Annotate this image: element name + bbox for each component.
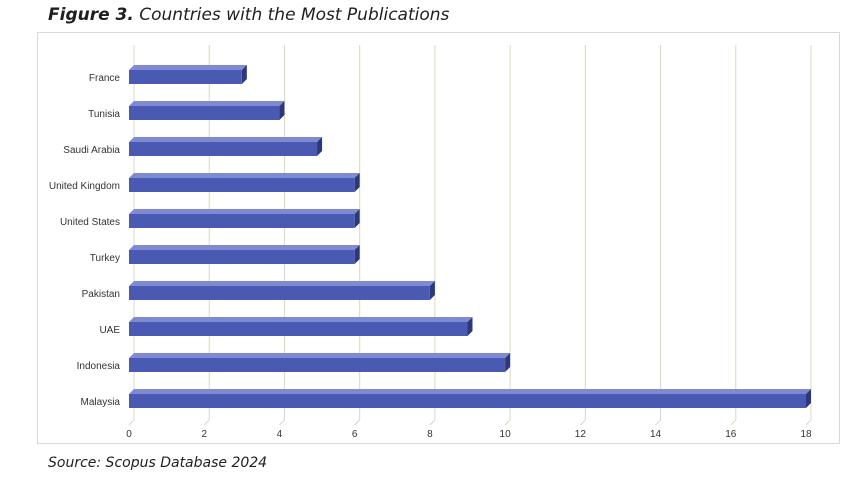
bar-top-face bbox=[129, 245, 360, 250]
bar-top-face bbox=[129, 137, 323, 142]
source-note: Source: Scopus Database 2024 bbox=[48, 455, 268, 471]
bar-saudi-arabia bbox=[129, 137, 323, 156]
bar-front-face bbox=[129, 394, 806, 408]
chart-frame: 0 2 4 6 8 10 12 14 16 18 France Tunisia Saudi Arabi… bbox=[37, 32, 840, 444]
gridline-floor bbox=[203, 419, 210, 426]
category-label-united-kingdom: United Kingdom bbox=[49, 181, 120, 192]
bar-side-face bbox=[354, 209, 360, 228]
x-axis-ticks: 0 2 4 6 8 10 12 14 16 18 bbox=[126, 429, 812, 440]
bar-side-face bbox=[354, 173, 360, 192]
bars bbox=[129, 65, 811, 408]
bar-top-face bbox=[129, 353, 511, 358]
gridline-floor bbox=[354, 419, 361, 426]
bar-top-face bbox=[129, 173, 360, 178]
bar-front-face bbox=[129, 286, 430, 300]
bar-turkey bbox=[129, 245, 360, 264]
bar-tunisia bbox=[129, 101, 285, 120]
category-label-uae: UAE bbox=[99, 325, 120, 336]
bar-top-face bbox=[129, 101, 285, 106]
category-label-malaysia: Malaysia bbox=[81, 397, 121, 408]
x-tick-label: 14 bbox=[650, 429, 662, 440]
category-label-united-states: United States bbox=[60, 217, 120, 228]
category-label-pakistan: Pakistan bbox=[82, 289, 120, 300]
bar-front-face bbox=[129, 70, 242, 84]
figure-number: Figure 3. bbox=[48, 5, 134, 25]
x-tick-label: 4 bbox=[277, 429, 283, 440]
bar-top-face bbox=[129, 65, 247, 70]
x-tick-label: 0 bbox=[126, 429, 132, 440]
figure-title-text: Countries with the Most Publications bbox=[139, 5, 450, 25]
category-label-turkey: Turkey bbox=[90, 253, 120, 264]
bar-side-face bbox=[279, 101, 285, 120]
category-label-france: France bbox=[89, 73, 121, 84]
category-labels: France Tunisia Saudi Arabia United Kingdom U… bbox=[49, 73, 121, 408]
bar-side-face bbox=[467, 317, 473, 336]
bar-side-face bbox=[429, 281, 435, 300]
category-label-indonesia: Indonesia bbox=[77, 361, 121, 372]
gridline-floor bbox=[504, 419, 511, 426]
gridline-floor bbox=[279, 419, 285, 426]
gridline-floor bbox=[730, 419, 737, 426]
x-tick-label: 12 bbox=[575, 429, 587, 440]
x-tick-label: 10 bbox=[500, 429, 512, 440]
bar-france bbox=[129, 65, 247, 84]
bar-united-states bbox=[129, 209, 360, 228]
bar-uae bbox=[129, 317, 473, 336]
bar-top-face bbox=[129, 281, 435, 286]
bar-front-face bbox=[129, 178, 355, 192]
bar-side-face bbox=[317, 137, 323, 156]
bar-chart: 0 2 4 6 8 10 12 14 16 18 France Tunisia Saudi Arabi… bbox=[49, 45, 812, 440]
figure-title: Figure 3. Countries with the Most Public… bbox=[48, 5, 449, 25]
bar-top-face bbox=[129, 317, 473, 322]
gridline-floor bbox=[128, 419, 135, 426]
gridline-floor bbox=[805, 419, 812, 426]
gridline-floor bbox=[429, 419, 436, 426]
x-tick-label: 6 bbox=[352, 429, 358, 440]
x-tick-label: 8 bbox=[427, 429, 433, 440]
bar-front-face bbox=[129, 214, 355, 228]
bar-pakistan bbox=[129, 281, 435, 300]
bar-united-kingdom bbox=[129, 173, 360, 192]
bar-front-face bbox=[129, 142, 318, 156]
bar-front-face bbox=[129, 322, 468, 336]
x-tick-label: 2 bbox=[201, 429, 207, 440]
bar-malaysia bbox=[129, 389, 811, 408]
bar-top-face bbox=[129, 389, 811, 394]
x-tick-label: 16 bbox=[725, 429, 737, 440]
gridline-floor bbox=[579, 419, 586, 426]
category-label-saudi-arabia: Saudi Arabia bbox=[63, 145, 120, 156]
bar-indonesia bbox=[129, 353, 511, 372]
bar-side-face bbox=[806, 389, 811, 408]
bar-side-face bbox=[241, 65, 247, 84]
bar-side-face bbox=[505, 353, 511, 372]
x-tick-label: 18 bbox=[800, 429, 812, 440]
bar-side-face bbox=[354, 245, 360, 264]
bar-front-face bbox=[129, 250, 355, 264]
category-label-tunisia: Tunisia bbox=[88, 109, 120, 120]
bar-top-face bbox=[129, 209, 360, 214]
bar-front-face bbox=[129, 358, 506, 372]
bar-front-face bbox=[129, 106, 280, 120]
gridline-floor bbox=[655, 419, 661, 426]
